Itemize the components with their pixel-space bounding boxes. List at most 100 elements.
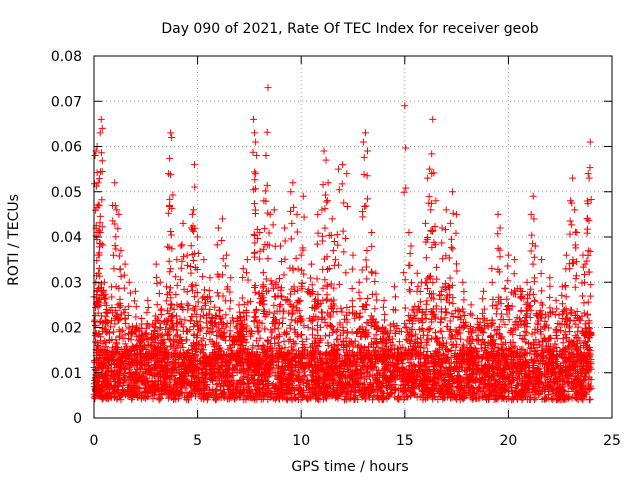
data-point [250, 363, 258, 371]
data-point [225, 374, 233, 382]
data-point [456, 313, 464, 321]
data-point [269, 394, 277, 402]
data-point [111, 320, 119, 328]
data-point [442, 339, 450, 347]
data-point [538, 396, 546, 404]
data-point [427, 390, 435, 398]
data-point [507, 383, 515, 391]
data-point [507, 356, 515, 364]
data-point [170, 392, 178, 400]
data-point [490, 372, 498, 380]
data-point [291, 328, 299, 336]
data-point [534, 319, 542, 327]
data-point [130, 371, 138, 379]
data-point [201, 341, 209, 349]
data-point [573, 395, 581, 403]
data-point [443, 346, 451, 354]
data-point [195, 358, 203, 366]
data-point [288, 396, 296, 404]
data-point [405, 362, 413, 370]
data-point [523, 310, 531, 318]
data-point [157, 394, 165, 402]
data-point [455, 384, 463, 392]
data-point [350, 393, 358, 401]
data-point [339, 357, 347, 365]
data-point [255, 361, 263, 369]
data-point [428, 318, 436, 326]
data-point [304, 395, 312, 403]
data-point [212, 387, 220, 395]
data-point [509, 372, 517, 380]
data-point [192, 302, 200, 310]
data-point [344, 368, 352, 376]
data-point [143, 359, 151, 367]
data-point [126, 347, 134, 355]
data-point [148, 378, 156, 386]
data-point [296, 369, 304, 377]
data-point [323, 349, 331, 357]
data-point [217, 382, 225, 390]
data-point [571, 394, 579, 402]
data-point [402, 373, 410, 381]
data-point [170, 305, 178, 313]
data-point [229, 393, 237, 401]
data-point [203, 324, 211, 332]
data-point [131, 368, 139, 376]
data-point [274, 324, 282, 332]
data-point [495, 346, 503, 354]
data-point [326, 321, 334, 329]
data-point [311, 337, 319, 345]
data-point [438, 334, 446, 342]
data-point [352, 329, 360, 337]
data-point [333, 336, 341, 344]
data-point [495, 377, 503, 385]
data-point [225, 390, 233, 398]
data-point [245, 382, 253, 390]
data-point [576, 363, 584, 371]
data-point [429, 378, 437, 386]
data-point [313, 342, 321, 350]
data-point [149, 395, 157, 403]
data-point [373, 354, 381, 362]
data-point [580, 372, 588, 380]
data-point [424, 348, 432, 356]
data-point [252, 307, 260, 315]
data-point [484, 380, 492, 388]
data-point [144, 388, 152, 396]
data-point [140, 353, 148, 361]
data-point [566, 355, 574, 363]
data-point [529, 383, 537, 391]
data-point [304, 288, 312, 296]
data-point [395, 395, 403, 403]
data-point [399, 388, 407, 396]
data-point [271, 335, 279, 343]
data-point [216, 315, 224, 323]
data-point [416, 392, 424, 400]
data-point [229, 364, 237, 372]
data-point [438, 327, 446, 335]
data-point [443, 345, 451, 353]
data-point [295, 359, 303, 367]
data-point [442, 357, 450, 365]
data-point [405, 369, 413, 377]
data-point [385, 393, 393, 401]
data-point [403, 366, 411, 374]
data-point [409, 320, 417, 328]
data-point [298, 331, 306, 339]
data-point [232, 322, 240, 330]
data-point [96, 318, 104, 326]
data-point [283, 328, 291, 336]
data-point [567, 364, 575, 372]
data-point [212, 312, 220, 320]
data-point [467, 394, 475, 402]
data-point [99, 394, 107, 402]
data-point [254, 342, 262, 350]
data-point [470, 344, 478, 352]
data-point [486, 373, 494, 381]
data-point [214, 326, 222, 334]
data-point [211, 303, 219, 311]
data-point [337, 360, 345, 368]
data-point [369, 382, 377, 390]
data-point [227, 344, 235, 352]
data-point [389, 341, 397, 349]
